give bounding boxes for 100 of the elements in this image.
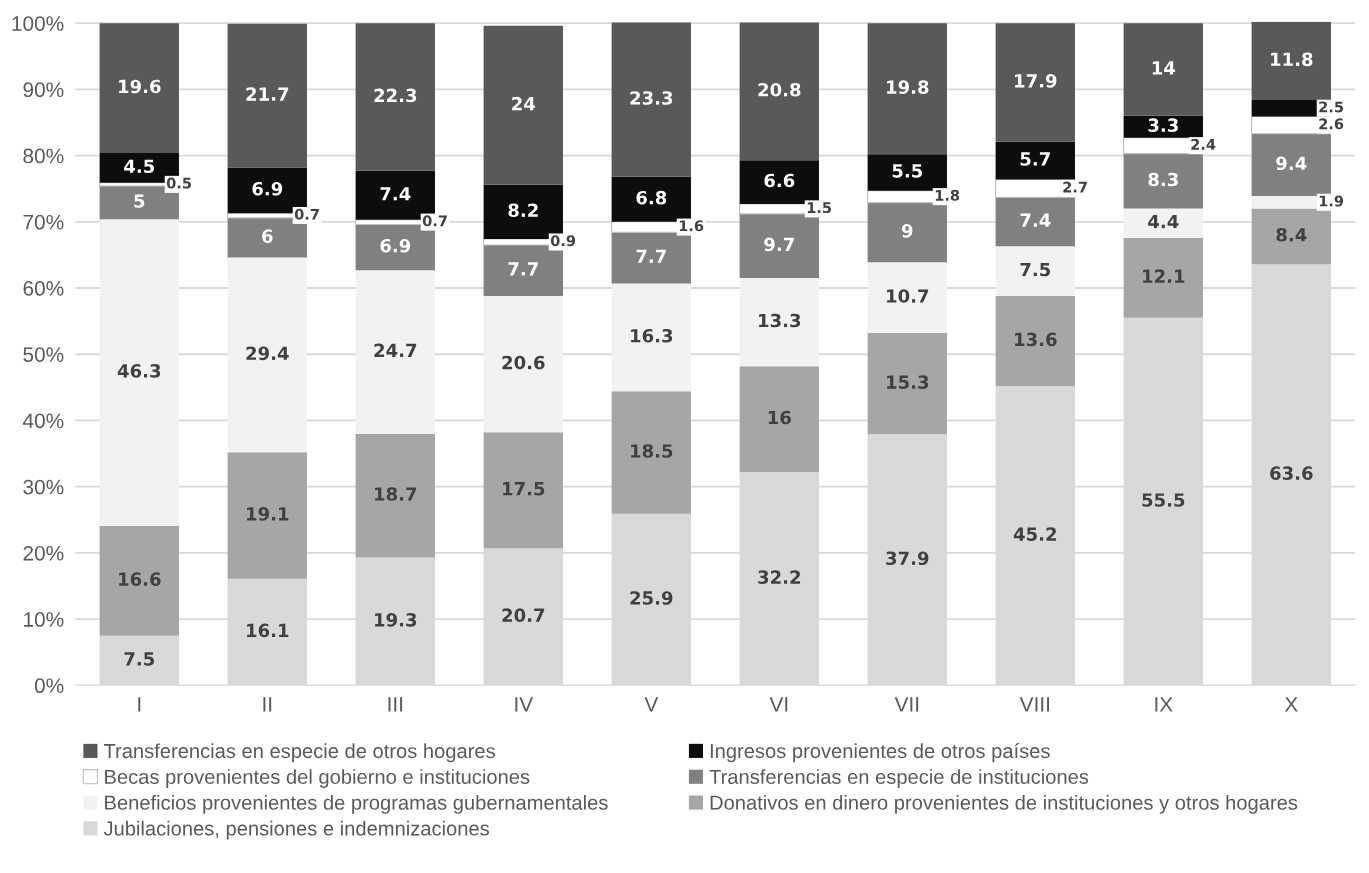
data-label: 2.6 (1319, 118, 1344, 130)
y-tick-label: 50% (23, 347, 64, 362)
data-label: 32.2 (758, 570, 801, 584)
legend-label: Jubilaciones, pensiones e indemnizaciones (103, 820, 489, 840)
bar (99, 525, 179, 636)
data-label: 7.4 (1020, 213, 1051, 227)
bar (99, 219, 179, 526)
data-label: 24.7 (374, 343, 417, 357)
data-label: 19.1 (247, 507, 289, 521)
legend-label: Transferencias en especie de otros hogares (103, 743, 495, 763)
data-label: 7.7 (636, 249, 666, 263)
data-label: 21.7 (246, 87, 289, 101)
data-label: 46.3 (117, 364, 161, 378)
bar (739, 22, 819, 161)
bar (867, 333, 947, 435)
data-label: 0.5 (166, 177, 191, 189)
data-label: 15.3 (887, 375, 929, 389)
x-tick-label: II (263, 697, 272, 712)
bar (995, 141, 1075, 180)
data-label: 8.3 (1148, 172, 1178, 187)
data-label: 1.9 (1319, 195, 1344, 207)
data-label: 19.8 (887, 80, 929, 94)
data-label: 25.9 (630, 591, 673, 605)
data-label: 7.5 (1020, 262, 1051, 277)
legend-label: Beneficios provenientes de programas gubernamentales (105, 795, 608, 814)
bar (867, 154, 947, 191)
data-label: 55.5 (1142, 493, 1185, 507)
data-label: 3.3 (1148, 118, 1178, 133)
x-tick-label: VI (769, 697, 788, 712)
bar (1123, 153, 1203, 209)
bar (739, 366, 819, 473)
bar (1123, 237, 1203, 318)
bar (1123, 23, 1203, 116)
data-label: 11.8 (1271, 52, 1313, 67)
bar (995, 246, 1075, 296)
bar (1123, 115, 1203, 138)
data-label: 2.4 (1191, 138, 1216, 150)
data-label: 18.5 (631, 444, 673, 458)
data-label: 29.4 (246, 346, 289, 361)
bar (227, 23, 307, 168)
bar (611, 232, 691, 284)
data-label: 9 (901, 223, 913, 238)
bar (1251, 208, 1331, 265)
bar (355, 270, 435, 434)
legend-label: Becas provenientes del gobierno e instituciones (105, 769, 530, 788)
data-label: 16.3 (631, 328, 673, 343)
bar (355, 23, 435, 171)
x-tick-label: X (1284, 697, 1298, 712)
data-label: 12.1 (1143, 269, 1185, 283)
data-label: 16.1 (247, 623, 289, 638)
bar (611, 391, 691, 514)
bar (483, 432, 563, 549)
data-label: 4.4 (1148, 214, 1179, 229)
data-label: 63.6 (1270, 466, 1313, 480)
data-label: 23.3 (630, 91, 673, 105)
data-label: 37.9 (886, 551, 929, 566)
data-label: 20.6 (502, 355, 545, 370)
y-tick-label: 100% (12, 16, 64, 31)
x-tick-label: IX (1155, 697, 1173, 712)
y-tick-label: 70% (23, 214, 64, 230)
bar (1251, 21, 1331, 100)
bar (867, 262, 947, 334)
bar (611, 22, 691, 177)
x-tick-label: III (388, 697, 403, 712)
data-label: 24 (512, 96, 536, 111)
bar (1123, 208, 1203, 238)
data-label: 13.6 (1015, 332, 1057, 347)
data-label: 1.8 (935, 189, 960, 201)
y-tick-label: 30% (23, 479, 64, 495)
data-label: 6.9 (252, 181, 283, 196)
data-label: 7.5 (124, 652, 155, 666)
bar (483, 295, 563, 433)
legend-label: Donativos en dinero provenientes de instituciones y otros hogares (710, 795, 1298, 814)
bar (227, 257, 307, 453)
data-label: 6.6 (764, 173, 795, 188)
data-label: 9.4 (1276, 156, 1307, 171)
legend-label: Transferencias en especie de instituciones (709, 769, 1089, 788)
y-tick-label: 10% (24, 612, 64, 627)
data-label: 0.9 (550, 235, 576, 247)
data-label: 22.3 (374, 88, 417, 103)
data-label: 45.2 (1013, 527, 1057, 541)
data-label: 13.3 (759, 313, 801, 328)
x-tick-label: I (138, 697, 141, 712)
y-tick-label: 90% (23, 82, 64, 98)
data-label: 6.8 (636, 190, 667, 205)
legend-label: Ingresos provenientes de otros países (710, 743, 1050, 763)
data-label: 7.7 (508, 262, 538, 276)
data-label: 10.7 (887, 289, 929, 303)
data-label: 7.4 (380, 187, 411, 201)
data-label: 18.7 (375, 487, 417, 501)
data-label: 1.6 (679, 220, 704, 232)
bar (739, 160, 819, 204)
data-label: 6 (262, 229, 273, 243)
data-label: 2.5 (1319, 101, 1343, 113)
y-tick-label: 0% (34, 678, 64, 694)
data-label: 1.5 (807, 202, 831, 214)
data-label: 5 (134, 194, 145, 208)
bar (739, 278, 819, 367)
data-label: 0.7 (294, 208, 319, 220)
data-label: 20.8 (758, 82, 801, 97)
